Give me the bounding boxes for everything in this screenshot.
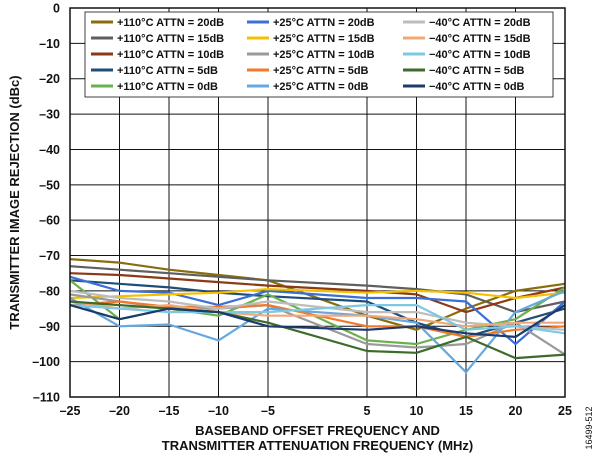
legend-label: +25°C ATTN = 5dB bbox=[273, 65, 369, 77]
legend-label: +25°C ATTN = 0dB bbox=[273, 81, 369, 93]
series-line bbox=[69, 304, 566, 338]
legend-label: +25°C ATTN = 20dB bbox=[273, 17, 375, 29]
x-tick-label: –20 bbox=[109, 404, 130, 418]
x-axis-title-line-1: BASEBAND OFFSET FREQUENCY AND bbox=[195, 423, 440, 438]
legend-label: +110°C ATTN = 10dB bbox=[117, 49, 224, 61]
legend-label: +110°C ATTN = 20dB bbox=[117, 17, 224, 29]
y-tick-label: –110 bbox=[33, 391, 60, 405]
legend-label: +110°C ATTN = 15dB bbox=[117, 33, 224, 45]
y-tick-label: –90 bbox=[39, 320, 60, 334]
x-tick-label: 15 bbox=[459, 404, 473, 418]
x-axis-ticks: –25 –20 –15 –10 –5 5 10 15 20 25 bbox=[60, 404, 572, 418]
series-line bbox=[69, 265, 566, 314]
legend-label: −40°C ATTN = 20dB bbox=[429, 17, 531, 29]
legend-label: +110°C ATTN = 0dB bbox=[117, 81, 218, 93]
legend-label: −40°C ATTN = 10dB bbox=[429, 49, 531, 61]
y-axis-title: TRANSMITTER IMAGE REJECTION (dBc) bbox=[7, 75, 22, 329]
x-tick-label: –5 bbox=[261, 404, 275, 418]
legend-label: +110°C ATTN = 5dB bbox=[117, 65, 218, 77]
x-tick-label: 25 bbox=[558, 404, 572, 418]
y-tick-label: –40 bbox=[39, 143, 60, 157]
y-tick-label: –100 bbox=[32, 355, 60, 369]
y-axis-ticks: 0 –10 –20 –30 –40 –50 –60 –70 –80 –90 –100 –110 bbox=[32, 2, 60, 405]
y-tick-label: 0 bbox=[53, 2, 60, 16]
series-line bbox=[69, 304, 566, 335]
series-lines bbox=[69, 258, 566, 374]
x-axis-title-line-2: TRANSMITTER ATTENUATION FREQUENCY (MHz) bbox=[162, 438, 474, 453]
series-line bbox=[69, 279, 566, 338]
x-tick-label: –25 bbox=[60, 404, 81, 418]
x-tick-label: 20 bbox=[509, 404, 523, 418]
legend-label: +25°C ATTN = 10dB bbox=[273, 49, 375, 61]
legend: +110°C ATTN = 20dB +110°C ATTN = 15dB +110… bbox=[84, 11, 554, 98]
legend-label: +25°C ATTN = 15dB bbox=[273, 33, 375, 45]
series-line bbox=[69, 288, 566, 300]
y-tick-label: –20 bbox=[39, 72, 60, 86]
x-tick-label: 5 bbox=[364, 404, 371, 418]
y-tick-label: –30 bbox=[39, 108, 60, 122]
legend-box bbox=[84, 11, 554, 98]
plot-frame bbox=[69, 7, 566, 398]
legend-label: −40°C ATTN = 5dB bbox=[429, 65, 525, 77]
x-tick-label: 10 bbox=[410, 404, 424, 418]
y-tick-label: –10 bbox=[39, 37, 60, 51]
figure-id: 16499-512 bbox=[584, 406, 594, 449]
y-tick-label: –70 bbox=[39, 249, 60, 263]
series-line bbox=[69, 272, 566, 314]
legend-label: −40°C ATTN = 15dB bbox=[429, 33, 531, 45]
y-tick-label: –60 bbox=[39, 214, 60, 228]
series-line bbox=[69, 300, 566, 360]
series-line bbox=[69, 289, 566, 374]
y-tick-label: –50 bbox=[39, 178, 60, 192]
series-line bbox=[69, 275, 566, 346]
x-tick-label: –10 bbox=[208, 404, 229, 418]
x-tick-label: –15 bbox=[159, 404, 180, 418]
y-tick-label: –80 bbox=[39, 284, 60, 298]
legend-label: −40°C ATTN = 0dB bbox=[429, 81, 525, 93]
